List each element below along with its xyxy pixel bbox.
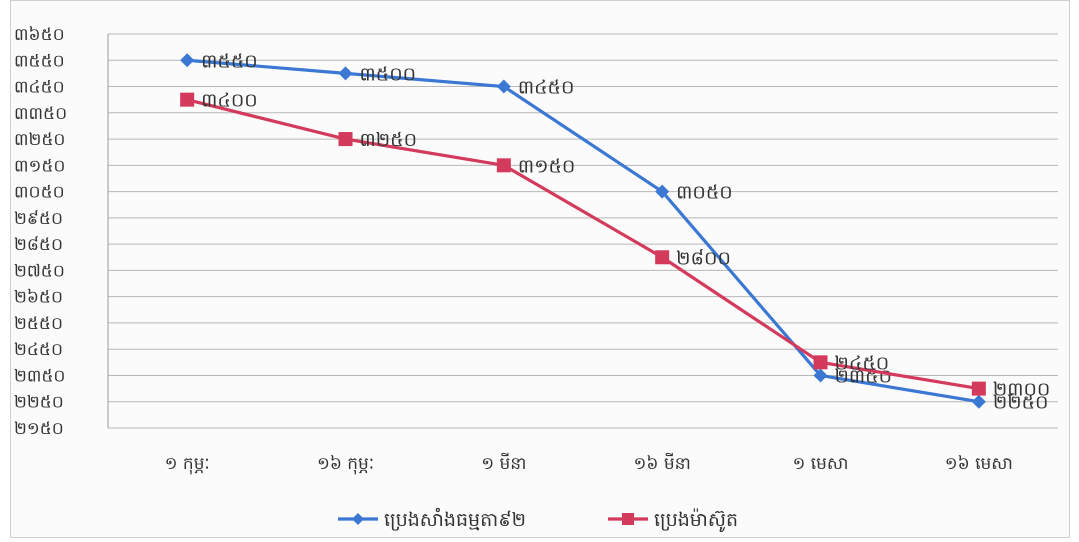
data-point (655, 184, 670, 199)
x-tick-label: ១៦ មេសា (945, 454, 1013, 474)
x-tick-label: ១ កុម្ភៈ (165, 454, 210, 475)
y-tick-label: ២៩៥០ (14, 209, 63, 229)
legend-label: ប្រេងសាំងធម្មតា៩២ (384, 507, 526, 531)
data-label: ៣៤០០ (201, 90, 258, 112)
legend-label: ប្រេងម៉ាស៊ូត (654, 508, 738, 533)
data-point (813, 368, 828, 383)
data-point (338, 132, 353, 147)
data-point (813, 355, 828, 370)
data-label: ៣២៥០ (360, 129, 418, 151)
y-tick-label: ២៣៥០ (14, 366, 65, 386)
y-tick-label: ២២៥០ (14, 393, 64, 413)
y-tick-label: ២៦៥០ (14, 288, 63, 308)
data-point (971, 394, 986, 409)
data-point (655, 250, 670, 265)
data-label: ២៣០០ (993, 379, 1051, 401)
y-tick-label: ២១៥០ (14, 419, 64, 439)
data-label: ២២៥០ (993, 392, 1049, 414)
y-tick-label: ៣៤៥០ (14, 78, 65, 98)
data-point (496, 79, 511, 94)
y-tick-label: ២៤៥០ (14, 340, 63, 360)
y-tick-label: ៣៣៥០ (14, 104, 67, 124)
data-label: ៣៥០០ (360, 63, 417, 85)
y-tick-label: ២៥៥០ (14, 314, 63, 334)
series-line (187, 58, 980, 404)
series-line (186, 98, 980, 391)
legend-marker (352, 513, 364, 525)
data-label: ៣៥៥០ (201, 50, 258, 72)
x-tick-label: ១ មេសា (792, 454, 848, 474)
data-label: ២៤៥០ (835, 352, 890, 374)
data-label: ៣១៥០ (518, 155, 576, 177)
y-tick-label: ៣០៥០ (14, 183, 65, 203)
y-tick-label: ៣៥៥០ (14, 51, 65, 71)
y-tick-label: ២៨៥០ (14, 235, 63, 255)
legend-marker (622, 513, 634, 525)
data-label: ២៨០០ (676, 247, 731, 269)
data-point (180, 92, 195, 107)
y-tick-label: ២៧៥០ (14, 261, 65, 281)
chart-frame (10, 0, 1070, 538)
y-tick-label: ៣៦៥០ (14, 25, 65, 45)
data-point (971, 381, 986, 396)
y-tick-label: ៣១៥០ (14, 156, 65, 176)
data-point (180, 53, 195, 68)
data-label: ៣៤៥០ (518, 77, 575, 99)
data-label: ៣០៥០ (676, 182, 733, 204)
y-tick-label: ៣២៥០ (14, 130, 65, 150)
data-point (496, 158, 511, 173)
data-point (338, 66, 353, 81)
x-tick-label: ១ មីនា (481, 452, 526, 474)
x-tick-label: ១៦ មីនា (634, 452, 691, 474)
x-tick-label: ១៦ កុម្ភៈ (317, 454, 374, 475)
